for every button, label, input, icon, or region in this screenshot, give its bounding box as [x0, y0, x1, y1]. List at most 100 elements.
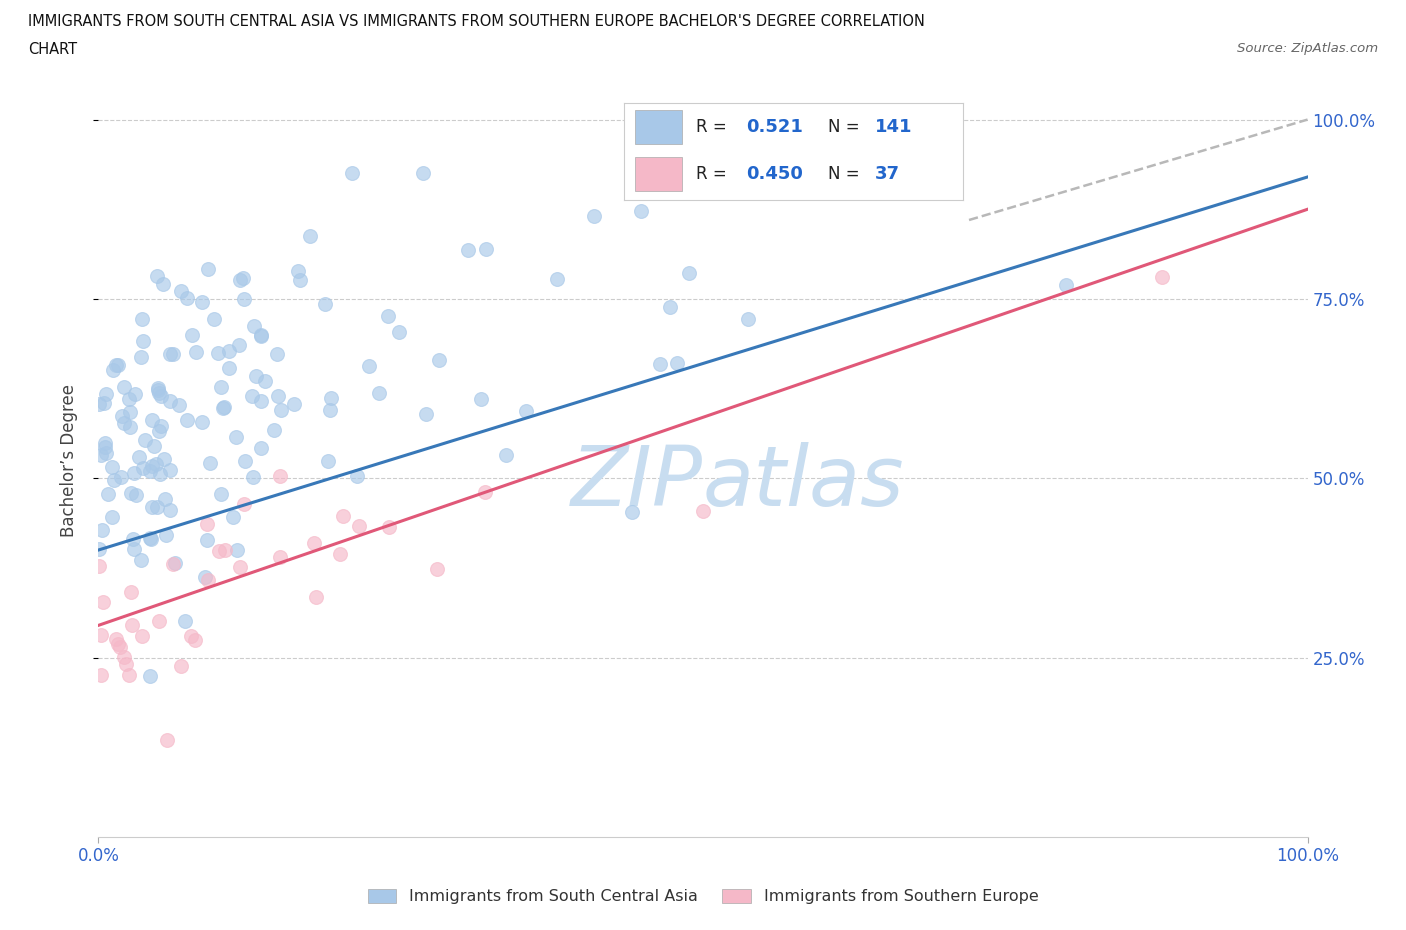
Point [87, 396, 110, 411]
Point [155, 733, 177, 748]
Point [121, 618, 143, 632]
Point [620, 505, 643, 520]
Point [678, 266, 700, 281]
Point [101, 363, 124, 378]
Point [145, 268, 167, 283]
Point [149, 388, 172, 403]
Point [145, 456, 167, 471]
Point [167, 397, 190, 412]
Point [131, 629, 153, 644]
Point [209, 486, 232, 501]
Point [148, 424, 170, 439]
Point [139, 669, 162, 684]
Point [169, 283, 191, 298]
Point [184, 632, 207, 647]
Point [181, 327, 204, 342]
Point [249, 327, 271, 342]
Point [129, 349, 152, 364]
Point [91, 594, 114, 609]
Point [648, 356, 671, 371]
Point [665, 355, 688, 370]
Text: atlas: atlas [703, 443, 904, 524]
Point [108, 640, 131, 655]
Point [232, 497, 254, 512]
Point [198, 456, 221, 471]
Point [232, 271, 254, 286]
Point [415, 406, 437, 421]
Point [368, 385, 391, 400]
Point [737, 312, 759, 326]
Point [202, 312, 225, 326]
Point [630, 204, 652, 219]
Point [94, 435, 117, 450]
Point [111, 408, 134, 423]
Point [412, 166, 434, 180]
Point [141, 531, 163, 546]
Point [207, 346, 229, 361]
Point [191, 295, 214, 310]
Point [305, 590, 328, 604]
Point [105, 631, 128, 646]
Point [270, 403, 292, 418]
Point [128, 450, 150, 465]
Point [131, 312, 153, 326]
Point [118, 405, 141, 419]
Point [240, 389, 263, 404]
Point [152, 276, 174, 291]
Point [120, 485, 142, 500]
Point [159, 503, 181, 518]
Point [250, 441, 273, 456]
Point [90, 668, 112, 683]
Point [87, 541, 110, 556]
Point [287, 264, 309, 279]
Point [717, 130, 740, 145]
Point [229, 272, 252, 287]
Point [159, 463, 181, 478]
Point [218, 361, 240, 376]
Point [120, 584, 142, 599]
Point [174, 613, 197, 628]
Point [349, 519, 371, 534]
Text: Source: ZipAtlas.com: Source: ZipAtlas.com [1237, 42, 1378, 55]
Point [112, 416, 135, 431]
Point [243, 319, 266, 334]
Point [176, 413, 198, 428]
Point [124, 387, 146, 402]
Point [250, 393, 273, 408]
Point [195, 532, 218, 547]
Point [112, 379, 135, 394]
Point [90, 448, 112, 463]
Point [110, 470, 132, 485]
Point [155, 527, 177, 542]
Point [269, 468, 291, 483]
Point [159, 346, 181, 361]
Point [225, 430, 247, 445]
Point [155, 492, 177, 507]
Point [263, 422, 285, 437]
Point [457, 243, 479, 258]
Point [267, 389, 290, 404]
Point [288, 272, 311, 287]
Point [388, 325, 411, 339]
Point [122, 531, 145, 546]
Point [269, 550, 291, 565]
Point [94, 445, 117, 460]
Point [118, 392, 141, 406]
Point [283, 397, 305, 412]
Point [101, 510, 124, 525]
Point [191, 415, 214, 430]
Point [1152, 270, 1174, 285]
Point [94, 387, 117, 402]
Point [225, 543, 247, 558]
Point [316, 453, 339, 468]
Point [319, 391, 342, 405]
Point [233, 291, 256, 306]
Point [233, 453, 256, 468]
Point [139, 530, 162, 545]
Point [211, 401, 233, 416]
Point [162, 557, 184, 572]
Point [426, 561, 449, 576]
Point [180, 629, 202, 644]
Point [141, 413, 163, 428]
Point [197, 261, 219, 276]
